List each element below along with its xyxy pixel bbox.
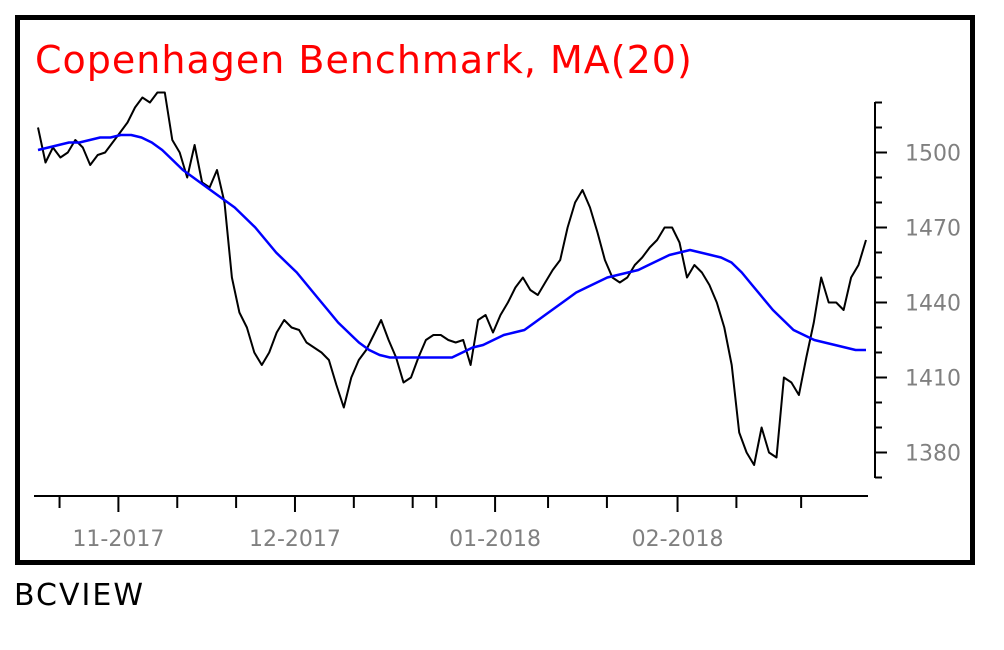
y-tick-label: 1410 <box>905 367 961 392</box>
chart-title: Copenhagen Benchmark, MA(20) <box>35 38 693 82</box>
y-tick-label: 1500 <box>905 142 961 167</box>
y-tick-label: 1440 <box>905 292 961 317</box>
y-tick-label: 1470 <box>905 217 961 242</box>
price-series-line <box>37 91 867 466</box>
chart-frame: 1380 1410 1440 1470 1500 11-2017 12-2017 01-201… <box>15 15 975 565</box>
x-tick-label: 02-2018 <box>632 527 724 552</box>
moving-average-line <box>37 133 866 359</box>
footer-brand: BCVIEW <box>14 578 145 613</box>
x-tick-label: 12-2017 <box>249 527 341 552</box>
chart-svg: 1380 1410 1440 1470 1500 11-2017 12-2017 01-201… <box>34 91 961 552</box>
x-tick-label: 01-2018 <box>449 527 541 552</box>
y-tick-label: 1380 <box>905 442 961 467</box>
x-tick-label: 11-2017 <box>72 527 164 552</box>
